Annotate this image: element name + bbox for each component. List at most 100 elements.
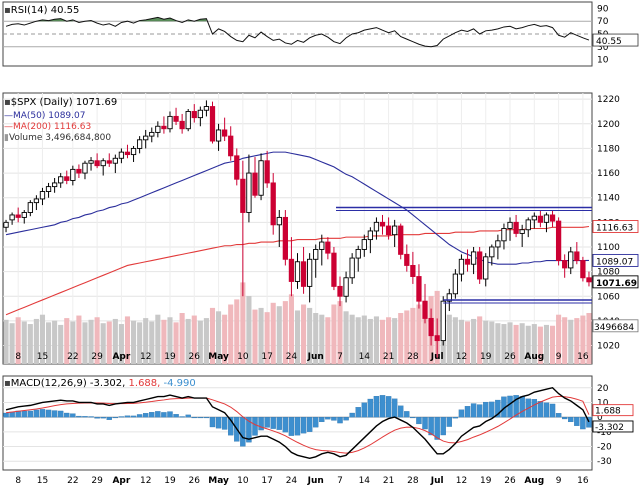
candle-body [88,160,94,164]
macd-histogram-bar [549,403,556,418]
candle-body [112,157,118,164]
macd-histogram-bar [586,416,592,428]
macd-histogram-bar [568,416,574,423]
macd-histogram-bar [355,407,361,418]
volume-bar [331,304,337,364]
volume-bar [112,318,118,364]
volume-bar [410,307,416,364]
volume-bar [52,320,58,364]
candle-body [209,106,216,142]
candle-body [136,139,143,149]
volume-bar [264,312,270,364]
macd-histogram-bar [118,416,125,418]
candle-body [470,251,477,265]
volume-bar [477,316,483,364]
legend-ma50: —MA(50) 1089.07 [4,111,85,121]
volume-bar [209,307,216,364]
volume-bar [501,324,507,364]
x-tick-label-bottom: Aug [524,476,544,486]
volume-bar [15,317,21,364]
macd-histogram-bar [495,399,501,418]
volume-bar [45,322,52,364]
volume-bar [185,318,191,364]
macd-histogram-bar [39,409,46,418]
macd-histogram-bar [574,416,580,426]
candle-body [422,300,428,319]
candle-body [580,260,586,279]
candle-body [203,106,210,111]
macd-histogram-bar [580,416,586,430]
candle-body [313,248,319,260]
macd-histogram-bar [209,416,216,428]
macd-histogram-bar [361,402,367,418]
candle-body [270,182,276,226]
macd-histogram-bar [179,416,185,418]
macd-histogram-bar [191,416,197,419]
price-tick-label: 1200 [597,120,620,130]
candle-body [185,111,191,130]
candle-body [440,300,446,342]
volume-bar [325,317,331,364]
x-tick-label-top: 8 [15,352,21,362]
macd-histogram-bar [21,410,27,418]
macd-icon: ▪ [4,378,11,389]
candle-body [549,214,556,222]
volume-bar [416,304,422,364]
candle-body [361,239,367,250]
x-tick-label-bottom: 26 [189,476,201,486]
candle-body [258,160,264,196]
macd-histogram-bar [294,416,301,436]
candle-body [513,221,519,234]
candle-body [288,258,295,282]
macd-histogram-bar [70,413,76,418]
x-tick-label-top: May [208,352,229,362]
candle-body [562,260,568,269]
ma50-value-tag-label: 1089.07 [596,257,633,267]
x-tick-label-bottom: 19 [480,476,492,486]
ma50-legend-icon: — [4,111,13,121]
volume-bar [39,314,46,364]
x-tick-label-bottom: 12 [456,476,467,486]
x-tick-label-bottom: 14 [359,476,371,486]
x-tick-label-bottom: Jun [307,476,324,486]
macd-histogram-bar [161,412,167,418]
x-tick-label-bottom: 12 [140,476,151,486]
macd-histogram-bar [379,395,386,418]
candle-body [458,258,465,275]
candle-body [543,214,550,223]
x-tick-label-top: 29 [91,352,103,362]
volume-bar [179,313,185,364]
volume-bar [3,319,9,364]
volume-bar [562,317,568,364]
candle-body [501,228,507,242]
candle-body [39,191,46,200]
candle-body [507,221,513,229]
macd-tick-label: 20 [597,384,609,394]
macd-histogram-bar [33,409,40,418]
volume-bar [422,301,428,364]
volume-bar [276,306,282,364]
macd-histogram-bar [282,416,289,433]
candle-body [477,251,483,280]
x-tick-label-top: 19 [480,352,492,362]
candle-body [9,214,15,221]
macd-histogram-bar [367,398,374,418]
macd-histogram-bar [124,415,131,418]
macd-histogram-bar [149,412,155,418]
candle-body [3,221,9,228]
rsi-overbought-fill [139,17,177,22]
price-tick-label: 1060 [597,292,620,302]
volume-bar [313,313,319,364]
macd-histogram-bar [561,416,568,420]
macd-histogram-bar [446,416,453,427]
macd-value-tag-label: -3.302 [595,423,624,433]
price-tick-label: 1100 [597,243,620,253]
x-tick-label-top: 19 [164,352,176,362]
volume-bar [167,317,173,364]
x-axis: 8 8 15 15 22 22 29 29 Apr Apr 12 12 19 19 26 26 May May 10… [15,352,589,486]
macd-histogram-bar [531,399,538,418]
volume-bar [307,307,313,364]
volume-bar [404,310,410,364]
volume-bar [525,325,531,364]
ma50-value-tag [592,253,639,267]
